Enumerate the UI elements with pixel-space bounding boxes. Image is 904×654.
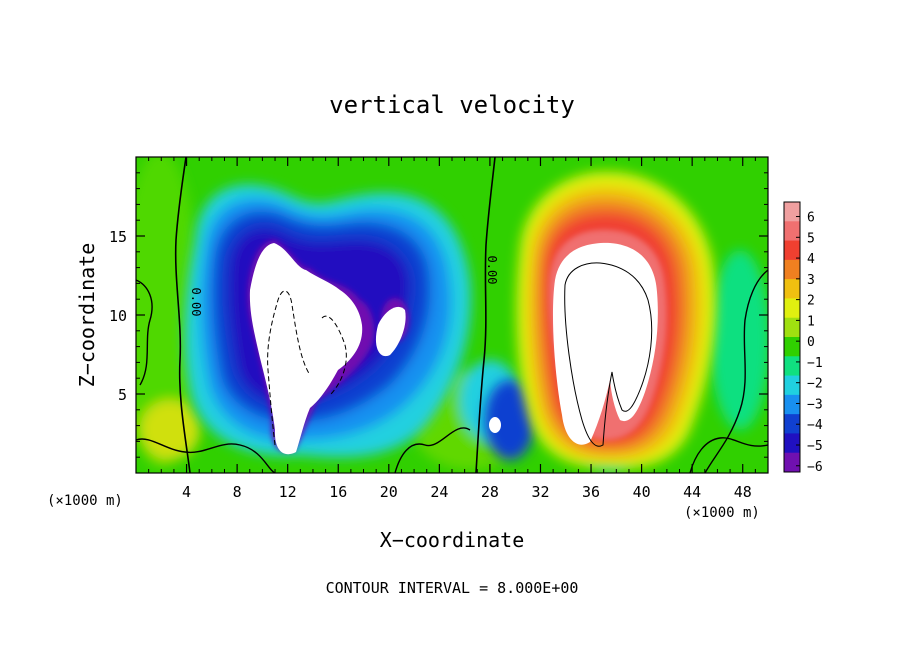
- y-axis: 5 10 15: [109, 172, 768, 458]
- zero-contour-left: [174, 157, 191, 473]
- colorbar-label: −1: [807, 356, 823, 371]
- colorbar-swatch: [784, 414, 800, 434]
- downdraft-inner-contour: [267, 290, 347, 446]
- x-tick-label: 24: [430, 483, 448, 501]
- x-tick-label: 36: [582, 483, 600, 501]
- contour-interval-note: CONTOUR INTERVAL = 8.000E+00: [326, 579, 579, 597]
- colorbar-label: 5: [807, 231, 815, 246]
- x-tick-label: 48: [734, 483, 752, 501]
- x-tick-label: 40: [633, 483, 651, 501]
- x-unit-left: (×1000 m): [47, 493, 123, 509]
- colorbar-swatch: [784, 337, 800, 357]
- x-tick-label: 32: [531, 483, 549, 501]
- x-tick-label: 44: [683, 483, 701, 501]
- colorbar-swatch: [784, 375, 800, 396]
- colorbar-label: 0: [807, 335, 815, 350]
- x-tick-label: 28: [481, 483, 499, 501]
- y-tick-label: 10: [109, 307, 127, 325]
- colorbar-swatch: [784, 259, 800, 280]
- heatmap-field: [136, 157, 768, 473]
- colorbar-label: −2: [807, 377, 823, 392]
- colorbar-swatch: [784, 240, 800, 261]
- colorbar-frame: [783, 201, 801, 473]
- colorbar-label: −4: [807, 418, 823, 433]
- zero-contour-mid: [475, 157, 496, 473]
- colorbar-swatch: [784, 221, 800, 242]
- y-axis-title: Z−coordinate: [75, 243, 99, 388]
- colorbar-swatch: [784, 317, 800, 338]
- colorbar-label: −5: [807, 439, 823, 454]
- colorbar-label: −6: [807, 460, 823, 475]
- chart-title: vertical velocity: [329, 91, 575, 119]
- colorbar-swatch: [784, 202, 800, 222]
- downdraft-white-core: [249, 243, 501, 455]
- colorbar-swatch: [784, 394, 800, 415]
- contour-label-left: 0.00: [189, 288, 203, 317]
- colorbar-swatch: [784, 452, 800, 473]
- colorbar-label: 2: [807, 294, 815, 309]
- x-axis: 4 8 12 16 20 24 28 32 36 40 44 48: [148, 157, 756, 501]
- colorbar-label: 1: [807, 314, 815, 329]
- x-tick-label: 20: [380, 483, 398, 501]
- zero-contour-bottom-right: [689, 437, 768, 473]
- colorbar-swatch: [784, 433, 800, 454]
- zero-contour-right: [704, 269, 768, 473]
- colorbar: 6 5 4 3 2 1 0 −1 −2 −3 −4 −5 −6: [783, 201, 823, 475]
- colorbar-label: 3: [807, 273, 815, 288]
- colorbar-swatch: [784, 356, 800, 377]
- updraft-inner-contour: [564, 262, 653, 447]
- x-tick-label: 4: [182, 483, 191, 501]
- x-tick-label: 12: [279, 483, 297, 501]
- contour-label-mid: 0.00: [485, 256, 499, 285]
- x-unit-right: (×1000 m): [684, 505, 760, 521]
- colorbar-label: 4: [807, 252, 815, 267]
- x-tick-label: 16: [329, 483, 347, 501]
- colorbar-label: −3: [807, 397, 823, 412]
- contour-lines: [136, 157, 768, 473]
- y-tick-label: 15: [109, 228, 127, 246]
- x-tick-label: 8: [233, 483, 242, 501]
- colorbar-swatch: [784, 279, 800, 299]
- colorbar-swatch: [784, 298, 800, 319]
- y-tick-label: 5: [118, 386, 127, 404]
- zero-contour-lower-band: [136, 427, 471, 473]
- x-axis-title: X−coordinate: [380, 528, 525, 552]
- zero-contour-lower-left: [136, 279, 153, 386]
- updraft-white-core: [552, 242, 658, 445]
- colorbar-label: 6: [807, 211, 815, 226]
